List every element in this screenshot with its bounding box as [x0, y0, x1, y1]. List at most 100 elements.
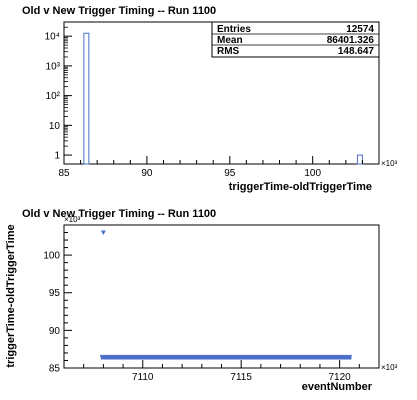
- x-tick-label: 90: [141, 168, 153, 179]
- y-tick-label: 100: [43, 251, 60, 262]
- scatter-point: [204, 354, 208, 361]
- histogram-panel: Old v New Trigger Timing -- Run 1100 1 10…: [22, 5, 398, 193]
- scatter-point: [327, 354, 331, 361]
- scatter-point: [234, 354, 238, 361]
- scatter-point: [225, 354, 229, 361]
- scatter-point: [345, 354, 349, 361]
- scatter-point: [144, 354, 148, 361]
- stats-entries-value: 12574: [346, 24, 374, 35]
- x-tick-label: 100: [304, 168, 321, 179]
- stats-mean-value: 86401.326: [327, 35, 375, 46]
- scatter-point: [195, 354, 199, 361]
- scatter-point: [120, 354, 124, 361]
- scatter-point: [192, 354, 196, 361]
- scatter-point: [222, 354, 226, 361]
- scatter-point: [162, 354, 166, 361]
- scatter-point: [324, 354, 328, 361]
- histogram-x-multiplier: ×10³: [381, 159, 398, 168]
- scatter-point: [294, 354, 298, 361]
- x-tick-label: 7120: [329, 372, 352, 383]
- scatter-point: [99, 354, 103, 361]
- y-tick-label: 90: [49, 326, 61, 337]
- stats-mean-label: Mean: [217, 35, 243, 46]
- scatter-point: [321, 354, 325, 361]
- scatter-point: [114, 354, 118, 361]
- stats-rms-value: 148.647: [338, 46, 375, 57]
- scatter-point: [288, 354, 292, 361]
- x-tick-label: 95: [224, 168, 236, 179]
- scatter-point: [210, 354, 214, 361]
- stats-entries-label: Entries: [217, 24, 251, 35]
- scatter-point: [126, 354, 130, 361]
- scatter-y-axis-title: triggerTime-oldTriggerTime: [5, 224, 17, 367]
- scatter-point: [291, 354, 295, 361]
- scatter-point: [282, 354, 286, 361]
- stats-rms-label: RMS: [217, 46, 240, 57]
- scatter-point: [198, 354, 202, 361]
- scatter-point: [201, 354, 205, 361]
- stats-box-frame: [211, 21, 380, 58]
- x-tick-label: 7115: [230, 372, 252, 383]
- scatter-x-multiplier: ×10³: [381, 363, 398, 372]
- scatter-point: [135, 354, 139, 361]
- scatter-point: [213, 354, 217, 361]
- scatter-point: [171, 354, 175, 361]
- scatter-points: [99, 230, 352, 361]
- scatter-point: [258, 354, 262, 361]
- histogram-bars: [83, 32, 363, 165]
- scatter-point: [150, 354, 154, 361]
- scatter-point: [177, 354, 181, 361]
- scatter-point: [237, 354, 241, 361]
- scatter-point: [138, 354, 142, 361]
- scatter-point: [207, 354, 211, 361]
- scatter-point: [168, 354, 172, 361]
- scatter-frame: [63, 224, 380, 369]
- scatter-point: [336, 354, 340, 361]
- scatter-point: [129, 354, 133, 361]
- scatter-point: [309, 354, 313, 361]
- scatter-point: [141, 354, 145, 361]
- scatter-point: [312, 354, 316, 361]
- scatter-point: [297, 354, 301, 361]
- scatter-point: [279, 354, 283, 361]
- scatter-point: [240, 354, 244, 361]
- scatter-point: [342, 354, 346, 361]
- scatter-point: [159, 354, 163, 361]
- scatter-point: [123, 354, 127, 361]
- histogram-bin: [356, 154, 363, 165]
- scatter-point: [180, 354, 184, 361]
- histogram-x-axis-title: triggerTime-oldTriggerTime: [229, 181, 372, 193]
- stats-box: Entries 12574 Mean 86401.326 RMS 148.647: [211, 21, 380, 58]
- scatter-point: [339, 354, 343, 361]
- scatter-point: [219, 354, 223, 361]
- scatter-panel: Old v New Trigger Timing -- Run 1100 ×10…: [5, 208, 398, 393]
- scatter-point: [153, 354, 157, 361]
- y-tick-label: 10²: [46, 91, 61, 102]
- x-tick-label: 7110: [132, 372, 154, 383]
- scatter-point: [186, 354, 190, 361]
- histogram-x-axis: 85 90 95 100: [58, 156, 380, 179]
- scatter-point: [183, 354, 187, 361]
- scatter-point: [273, 354, 277, 361]
- scatter-point: [270, 354, 274, 361]
- histogram-title: Old v New Trigger Timing -- Run 1100: [22, 5, 216, 17]
- scatter-point: [246, 354, 250, 361]
- scatter-point: [147, 354, 151, 361]
- y-tick-label: 10: [49, 121, 61, 132]
- scatter-point: [108, 354, 112, 361]
- scatter-point: [189, 354, 193, 361]
- scatter-point: [228, 354, 232, 361]
- scatter-point: [267, 354, 271, 361]
- scatter-point: [243, 354, 247, 361]
- scatter-x-axis: 7110 7115 7120: [63, 360, 380, 383]
- scatter-point: [285, 354, 289, 361]
- scatter-y-multiplier: ×10³: [64, 215, 81, 224]
- histogram-y-axis: 1 10 10² 10³ 10⁴: [45, 21, 72, 162]
- scatter-point: [348, 354, 352, 361]
- scatter-point: [330, 354, 334, 361]
- scatter-point: [105, 354, 109, 361]
- scatter-point: [249, 354, 253, 361]
- scatter-point: [231, 354, 235, 361]
- scatter-point: [255, 354, 259, 361]
